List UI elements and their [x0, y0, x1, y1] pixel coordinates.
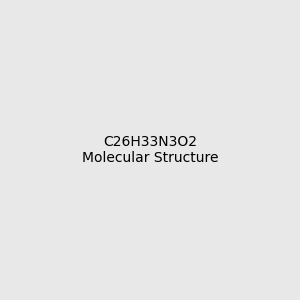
Text: C26H33N3O2
Molecular Structure: C26H33N3O2 Molecular Structure: [82, 135, 218, 165]
